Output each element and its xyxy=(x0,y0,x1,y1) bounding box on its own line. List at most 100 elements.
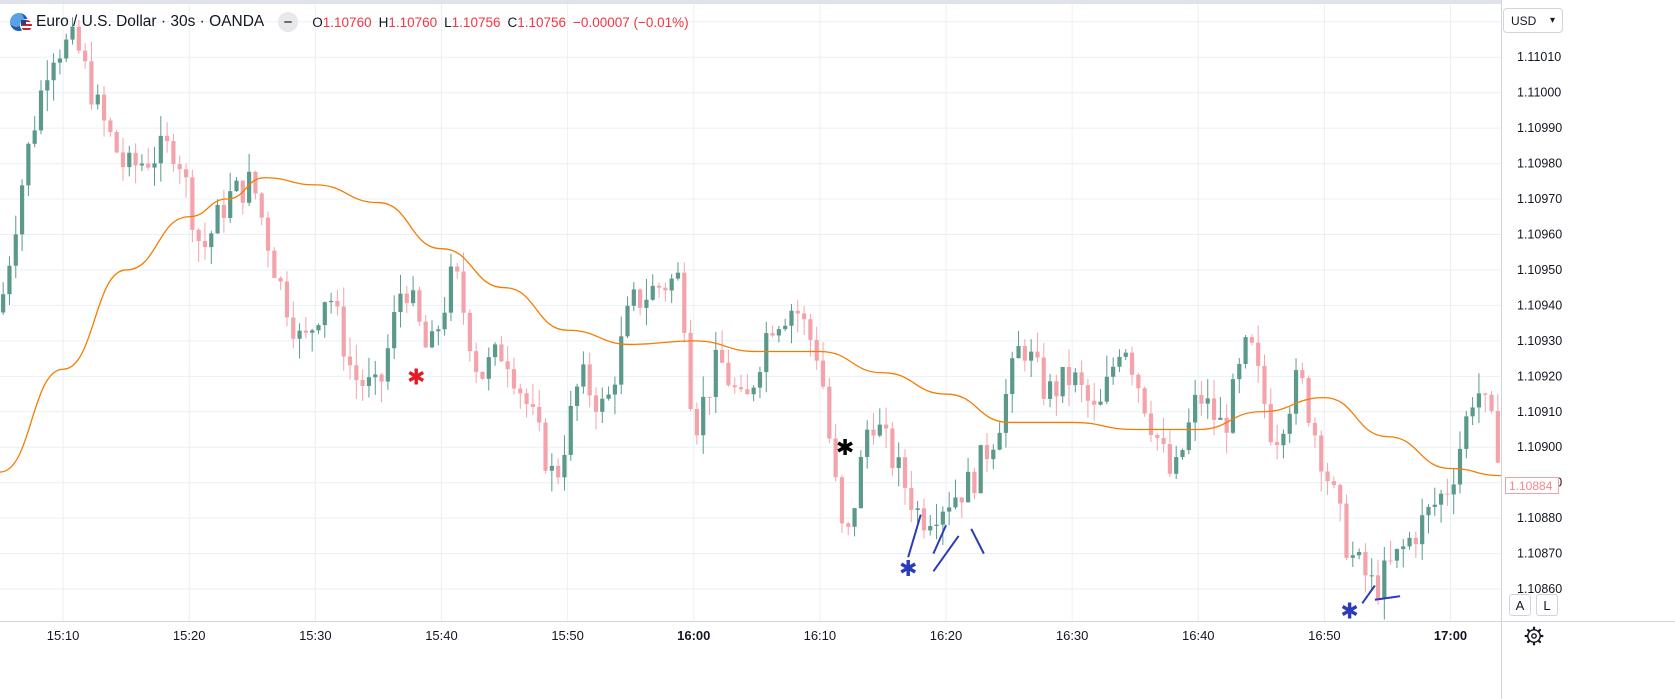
candle-body xyxy=(1060,367,1065,397)
candle-body xyxy=(663,287,668,291)
candle-body xyxy=(928,526,933,531)
candle-body xyxy=(600,398,605,412)
candle xyxy=(385,334,390,390)
candle xyxy=(360,369,365,401)
candle xyxy=(404,285,409,314)
log-scale-button[interactable]: L xyxy=(1536,594,1558,616)
x-tick-label: 16:20 xyxy=(930,628,963,643)
candle-body xyxy=(1426,506,1431,516)
ohlc-values: O 1.10760 H 1.10760 L 1.10756 C 1.10756 −0.0… xyxy=(308,15,688,30)
hide-indicator-icon[interactable] xyxy=(278,12,299,32)
candle xyxy=(480,371,485,381)
candle xyxy=(1382,546,1387,620)
candle xyxy=(171,134,176,172)
candle xyxy=(1060,366,1065,404)
candle xyxy=(959,497,964,519)
candle-body xyxy=(64,39,69,59)
y-tick-label: 1.10910 xyxy=(1517,405,1562,419)
candle xyxy=(423,315,428,348)
candle-body xyxy=(1470,407,1475,417)
candle xyxy=(1066,349,1072,407)
candle-body xyxy=(846,523,851,527)
x-tick-label: 15:40 xyxy=(425,628,458,643)
candle-body xyxy=(183,169,189,178)
candle xyxy=(802,305,807,335)
candle xyxy=(1375,559,1381,605)
candle xyxy=(1331,476,1336,489)
candle-body xyxy=(1199,394,1204,404)
candle xyxy=(827,377,832,444)
star-marker: ✱ xyxy=(899,557,917,582)
candle-body xyxy=(802,313,807,320)
candle xyxy=(1016,331,1021,359)
gear-icon[interactable] xyxy=(1524,626,1544,646)
candle xyxy=(455,262,460,279)
candle-body xyxy=(1029,351,1034,361)
candle-body xyxy=(619,336,624,385)
candle xyxy=(429,320,435,349)
candle-body xyxy=(398,293,403,313)
candle-body xyxy=(732,385,737,388)
drawings: ✱ ✱ ✱ ✱ xyxy=(407,365,1401,624)
candle-body xyxy=(417,290,422,322)
candle xyxy=(1035,332,1040,363)
candle-body xyxy=(177,164,182,170)
candle-body xyxy=(675,272,681,279)
candle xyxy=(675,262,681,281)
candle xyxy=(196,227,201,263)
y-tick-label: 1.11010 xyxy=(1517,50,1561,64)
candle-body xyxy=(13,234,18,266)
candle xyxy=(518,383,523,409)
candle xyxy=(1394,548,1400,568)
candle-body xyxy=(1085,385,1091,401)
auto-scale-button[interactable]: A xyxy=(1509,594,1531,616)
candle xyxy=(1205,379,1210,419)
candle-body xyxy=(1079,372,1084,386)
candle xyxy=(1325,462,1330,496)
candle xyxy=(297,323,302,359)
candle xyxy=(1338,483,1343,522)
candle xyxy=(108,117,113,137)
candle xyxy=(1010,351,1015,413)
candle xyxy=(688,319,693,412)
candle xyxy=(32,116,37,148)
candle xyxy=(13,215,18,279)
y-tick-label: 1.10980 xyxy=(1517,157,1562,171)
currency-select[interactable]: USD ▾ xyxy=(1503,8,1563,33)
candle-body xyxy=(1281,433,1286,446)
candle xyxy=(631,282,636,312)
candle xyxy=(625,296,630,339)
eur-usd-flag-icon[interactable] xyxy=(10,13,33,32)
candle-body xyxy=(1073,372,1078,386)
candle-body xyxy=(991,449,996,460)
candle xyxy=(795,299,800,333)
candle-body xyxy=(581,364,586,387)
candle-body xyxy=(669,278,674,291)
candle-body xyxy=(1218,417,1223,420)
candle-body xyxy=(448,266,454,313)
y-tick-label: 1.10990 xyxy=(1517,121,1562,135)
candle-body xyxy=(568,405,573,455)
candle-body xyxy=(1356,552,1362,556)
candle xyxy=(713,331,718,413)
candle-body xyxy=(518,388,523,394)
candle-body xyxy=(1136,374,1141,389)
candle-body xyxy=(202,241,208,248)
x-tick-label: 16:40 xyxy=(1182,628,1215,643)
candle-body xyxy=(1098,401,1103,405)
symbol-title[interactable]: Euro / U.S. Dollar · 30s · OANDA xyxy=(36,13,265,30)
candle xyxy=(1413,531,1418,558)
candle-body xyxy=(511,369,517,389)
candle-body xyxy=(915,508,920,510)
candle xyxy=(310,328,315,352)
candle-body xyxy=(1420,515,1425,545)
candle xyxy=(1047,374,1053,408)
candle xyxy=(549,453,554,492)
candle xyxy=(228,172,233,223)
x-tick-label: 15:30 xyxy=(299,628,332,643)
candle xyxy=(1420,498,1425,560)
candle xyxy=(1218,396,1223,420)
candle xyxy=(45,60,50,112)
candle-body xyxy=(1180,450,1185,458)
